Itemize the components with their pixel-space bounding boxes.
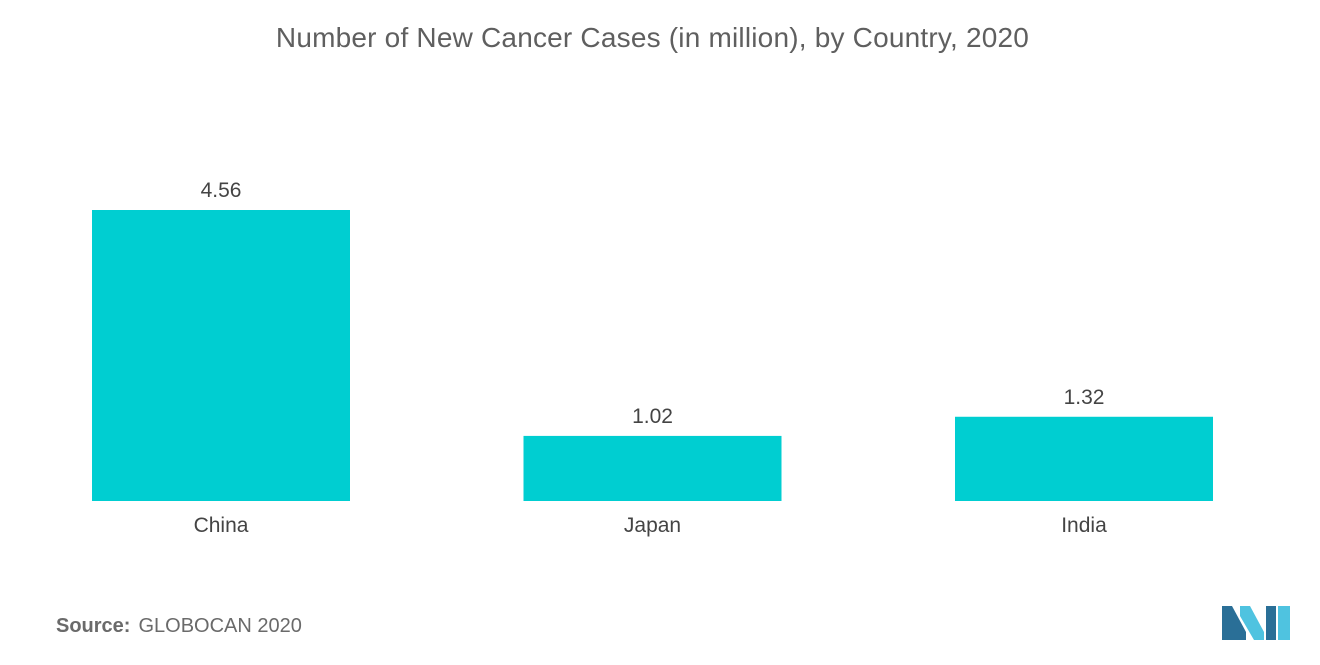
logo-shape-3 bbox=[1266, 606, 1276, 640]
category-labels-group: China Japan India bbox=[194, 514, 1108, 537]
bar-japan bbox=[523, 435, 782, 501]
logo-shape-2 bbox=[1240, 606, 1264, 640]
value-label-japan: 1.02 bbox=[632, 405, 673, 428]
category-label-china: China bbox=[194, 514, 249, 537]
bar-india bbox=[955, 416, 1213, 501]
bars-group bbox=[92, 210, 1213, 501]
value-label-china: 4.56 bbox=[201, 179, 242, 202]
mordor-intelligence-logo-icon bbox=[1222, 606, 1290, 640]
category-label-japan: Japan bbox=[624, 514, 681, 537]
logo-shape-4 bbox=[1278, 606, 1290, 640]
source-note: Source: GLOBOCAN 2020 bbox=[56, 615, 302, 638]
category-label-india: India bbox=[1061, 514, 1107, 537]
chart-title: Number of New Cancer Cases (in million),… bbox=[275, 22, 1030, 53]
logo-shape-1 bbox=[1222, 606, 1246, 640]
value-label-india: 1.32 bbox=[1064, 386, 1105, 409]
bar-china bbox=[92, 210, 350, 501]
source-label: Source: bbox=[56, 615, 131, 637]
source-value: GLOBOCAN 2020 bbox=[138, 615, 302, 637]
bar-chart: 4.56 1.02 1.32 China Japan India bbox=[92, 179, 1213, 537]
value-labels-group: 4.56 1.02 1.32 bbox=[201, 179, 1105, 428]
